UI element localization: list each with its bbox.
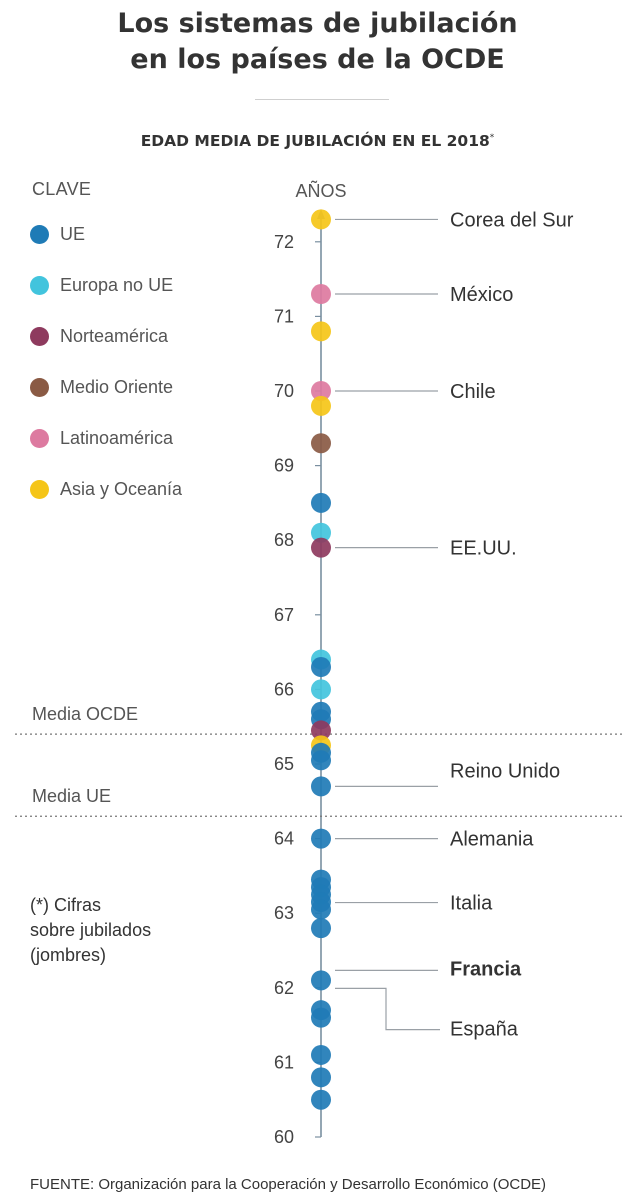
y-tick-label: 66 [274, 679, 294, 699]
data-point [311, 1007, 331, 1028]
country-label: EE.UU. [450, 538, 517, 560]
data-point [311, 433, 331, 454]
y-tick-label: 71 [274, 306, 294, 326]
data-point [311, 522, 331, 543]
legend-item: Medio Oriente [30, 375, 173, 399]
y-tick-label: 72 [274, 232, 294, 252]
legend-item: Asia y Oceanía [30, 477, 182, 501]
country-label: México [450, 284, 513, 306]
y-axis-label: AÑOS [295, 180, 346, 201]
legend-dot-icon [30, 275, 49, 295]
legend-dot-icon [30, 326, 49, 346]
data-point [311, 1089, 331, 1110]
source-note: FUENTE: Organización para la Cooperación… [30, 1176, 547, 1193]
footnote: (*) Cifras sobre jubilados (jombres) [30, 893, 151, 968]
legend-dot-icon [30, 479, 49, 499]
data-point [311, 776, 331, 797]
title-divider [255, 99, 389, 100]
y-tick-label: 60 [274, 1127, 294, 1147]
reference-line-label: Media UE [32, 786, 111, 806]
legend-dot-icon [30, 224, 49, 244]
legend-label: Asia y Oceanía [60, 478, 183, 499]
legend-item: UE [30, 222, 85, 246]
data-point [311, 679, 331, 700]
y-tick-label: 65 [274, 754, 294, 774]
y-tick-label: 68 [274, 530, 294, 550]
data-point [311, 395, 331, 416]
retirement-age-chart: AÑOS 60 61 62 63 64 65 66 67 68 69 70 71 72 Media OCDE… [15, 180, 625, 1147]
footnote-line-2: sobre jubilados [30, 920, 152, 940]
data-point [311, 537, 331, 558]
leader-line [335, 987, 440, 1031]
legend-label: Norteamérica [60, 325, 169, 346]
chart-title: Los sistemas de jubilación en los países… [0, 6, 635, 78]
data-point [311, 828, 331, 849]
legend-item: Norteamérica [30, 324, 168, 348]
data-point [311, 381, 331, 401]
footnote-line-3: (jombres) [30, 945, 107, 965]
legend-dot-icon [30, 428, 49, 448]
legend-label: Medio Oriente [60, 376, 174, 397]
title-line-2: en los países de la OCDE [130, 44, 505, 75]
legend-label: Europa no UE [60, 274, 174, 295]
data-point [311, 899, 331, 920]
country-label: Italia [450, 893, 493, 915]
data-point [311, 1044, 331, 1065]
country-label: Chile [450, 381, 496, 403]
data-point [311, 321, 331, 342]
footnote-line-1: (*) Cifras [30, 895, 101, 915]
y-tick-label: 70 [274, 381, 294, 401]
data-point [311, 750, 331, 771]
chart-subtitle: EDAD MEDIA DE JUBILACIÓN EN EL 2018* [0, 132, 635, 150]
legend-item: Latinoamérica [30, 426, 173, 450]
subtitle-footnote-mark: * [489, 133, 495, 143]
legend-label: UE [60, 223, 86, 244]
country-label: Alemania [450, 829, 534, 851]
data-point [311, 284, 331, 305]
y-tick-label: 63 [274, 903, 294, 923]
subtitle-text: EDAD MEDIA DE JUBILACIÓN EN EL 2018 [140, 132, 490, 150]
country-label: España [450, 1019, 519, 1041]
data-point [311, 970, 331, 991]
legend-dot-icon [30, 377, 49, 397]
data-point [311, 918, 331, 939]
country-label: Corea del Sur [450, 209, 574, 231]
y-tick-label: 69 [274, 456, 294, 476]
data-point [311, 657, 331, 678]
y-tick-label: 61 [274, 1052, 294, 1072]
title-line-1: Los sistemas de jubilación [117, 8, 518, 39]
country-label: Reino Unido [450, 760, 560, 782]
data-point [311, 720, 331, 741]
data-point [311, 1067, 331, 1088]
y-tick-label: 64 [274, 829, 294, 849]
legend-title: CLAVE [32, 179, 92, 199]
country-label: Francia [450, 958, 522, 980]
reference-line-label: Media OCDE [32, 704, 138, 724]
legend-item: Europa no UE [30, 273, 173, 297]
legend-label: Latinoamérica [60, 427, 174, 448]
y-tick-label: 67 [274, 605, 294, 625]
data-point [311, 209, 331, 230]
y-tick-label: 62 [274, 978, 294, 998]
data-point [311, 492, 331, 513]
